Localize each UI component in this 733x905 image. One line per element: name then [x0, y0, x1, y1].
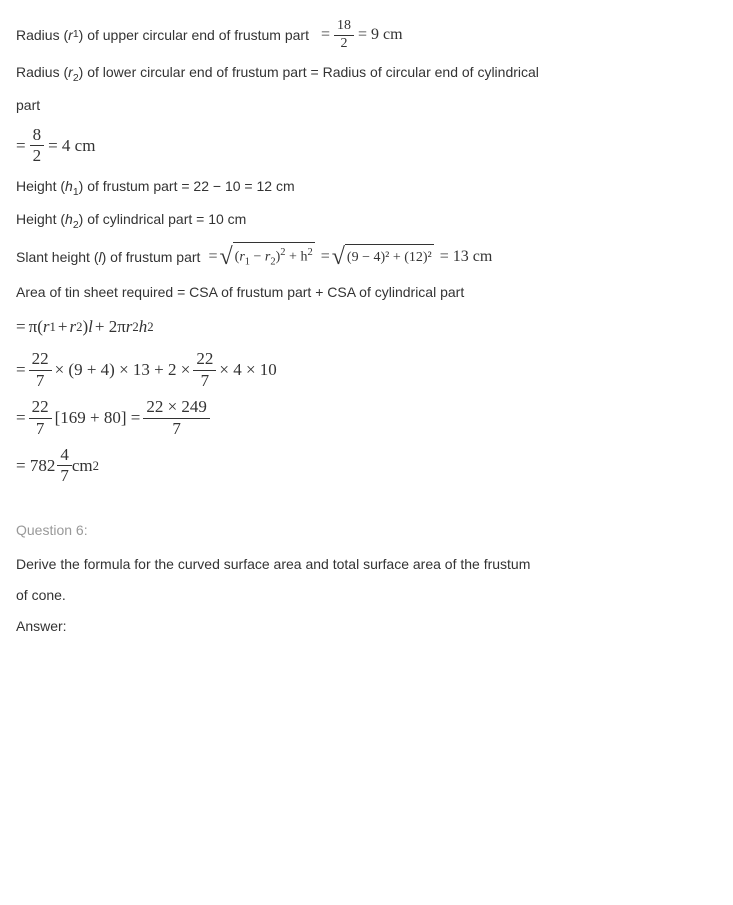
eq3-eq: = — [16, 402, 26, 434]
r2-fraction: 8 2 — [30, 125, 45, 167]
equals-1: = — [321, 20, 330, 50]
eq4-num: 4 — [57, 445, 72, 466]
answer-label: Answer: — [16, 613, 717, 640]
r1-result: = 9 cm — [358, 20, 403, 50]
h2-prefix: Height ( — [16, 211, 65, 227]
question-heading: Question 6: — [16, 517, 717, 544]
eq1-plus2: + 2π — [95, 311, 126, 343]
formula-line-3: = 22 7 [169 + 80] = 22 × 249 7 — [16, 397, 717, 439]
slant-line: Slant height (l) of frustum part = √ (r1… — [16, 242, 717, 272]
eq1-l: l — [88, 311, 93, 343]
sqrt1-s1: 1 — [245, 257, 250, 268]
sqrt1-content: (r1 − r2)2 + h2 — [233, 242, 315, 272]
slant-prefix: Slant height ( — [16, 244, 99, 271]
eq3-num2: 22 × 249 — [143, 397, 210, 418]
r2-prefix: Radius ( — [16, 64, 68, 80]
r2-calc-line: = 8 2 = 4 cm — [16, 125, 717, 167]
formula-line-2: = 22 7 × (9 + 4) × 13 + 2 × 22 7 × 4 × 1… — [16, 349, 717, 391]
r1-prefix: Radius ( — [16, 22, 68, 49]
eq1-eq: = — [16, 311, 26, 343]
sqrt2-content: (9 − 4)² + (12)² — [345, 244, 434, 272]
h1-prefix: Height ( — [16, 178, 65, 194]
sqrt1-ph: + h — [289, 250, 307, 265]
equals-3b: = — [321, 242, 330, 272]
eq1-plus: + — [58, 311, 68, 343]
eq4-den: 7 — [57, 466, 72, 486]
sqrt-icon-2: √ — [332, 245, 345, 269]
eq3-den2: 7 — [143, 419, 210, 439]
r2-tail: part — [16, 97, 40, 113]
h2-var: h — [65, 211, 73, 227]
eq1-s2c: 2 — [147, 315, 153, 339]
eq3-frac1: 22 7 — [29, 397, 52, 439]
eq4-prefix: = 782 — [16, 450, 55, 482]
r1-suffix: ) of upper circular end of frustum part — [79, 22, 309, 49]
eq2-tail: × 4 × 10 — [219, 354, 276, 386]
eq3-den1: 7 — [29, 419, 52, 439]
eq1-r1: r — [43, 311, 50, 343]
question-text-1: Derive the formula for the curved surfac… — [16, 551, 717, 578]
sqrt1-minus: − — [254, 250, 262, 265]
eq1-pi: π — [29, 311, 38, 343]
sqrt-icon: √ — [219, 245, 232, 269]
eq1-h2: h — [139, 311, 148, 343]
formula-line-1: = π ( r1 + r2 ) l + 2π r2 h2 — [16, 311, 717, 343]
area-line: Area of tin sheet required = CSA of frus… — [16, 279, 717, 306]
r1-line: Radius ( r 1 ) of upper circular end of … — [16, 18, 717, 53]
sqrt1-s2: 2 — [270, 257, 275, 268]
eq3-bracket: [169 + 80] = — [55, 402, 141, 434]
r2-frac-den: 2 — [30, 146, 45, 166]
h1-suffix: ) of frustum part = 22 − 10 = 12 cm — [79, 178, 295, 194]
r2-result: = 4 cm — [48, 130, 95, 162]
h2-suffix: ) of cylindrical part = 10 cm — [79, 211, 247, 227]
eq4-unit: cm — [72, 450, 93, 482]
area-text: Area of tin sheet required = CSA of frus… — [16, 284, 464, 300]
eq1-r2: r — [69, 311, 76, 343]
h1-line: Height (h1) of frustum part = 22 − 10 = … — [16, 173, 717, 203]
eq2-frac2: 22 7 — [193, 349, 216, 391]
question-text-2: of cone. — [16, 582, 717, 609]
r1-fraction: 18 2 — [334, 18, 354, 53]
slant-result: = 13 cm — [440, 242, 493, 272]
slant-suffix: ) of frustum part — [102, 244, 201, 271]
h2-line: Height (h2) of cylindrical part = 10 cm — [16, 206, 717, 236]
equals-3a: = — [208, 242, 217, 272]
eq1-s1: 1 — [49, 315, 55, 339]
eq2-mid1: × (9 + 4) × 13 + 2 × — [55, 354, 191, 386]
eq2-num2: 22 — [193, 349, 216, 370]
formula-line-4: = 782 4 7 cm2 — [16, 445, 717, 487]
sqrt-1: √ (r1 − r2)2 + h2 — [219, 242, 314, 272]
equals-2a: = — [16, 130, 26, 162]
sqrt-2: √ (9 − 4)² + (12)² — [332, 244, 434, 272]
r2-line: Radius (r2) of lower circular end of fru… — [16, 59, 717, 89]
h1-var: h — [65, 178, 73, 194]
eq1-r2b: r — [126, 311, 133, 343]
r1-frac-num: 18 — [334, 18, 354, 36]
eq2-den1: 7 — [29, 371, 52, 391]
r2-tail-line: part — [16, 92, 717, 119]
eq3-num1: 22 — [29, 397, 52, 418]
eq2-num1: 22 — [29, 349, 52, 370]
eq4-sup: 2 — [93, 454, 99, 478]
eq2-den2: 7 — [193, 371, 216, 391]
r2-frac-num: 8 — [30, 125, 45, 146]
eq4-frac: 4 7 — [57, 445, 72, 487]
r1-frac-den: 2 — [334, 36, 354, 53]
r2-mid: ) of lower circular end of frustum part … — [79, 64, 539, 80]
eq2-eq: = — [16, 354, 26, 386]
eq2-frac1: 22 7 — [29, 349, 52, 391]
eq3-frac2: 22 × 249 7 — [143, 397, 210, 439]
